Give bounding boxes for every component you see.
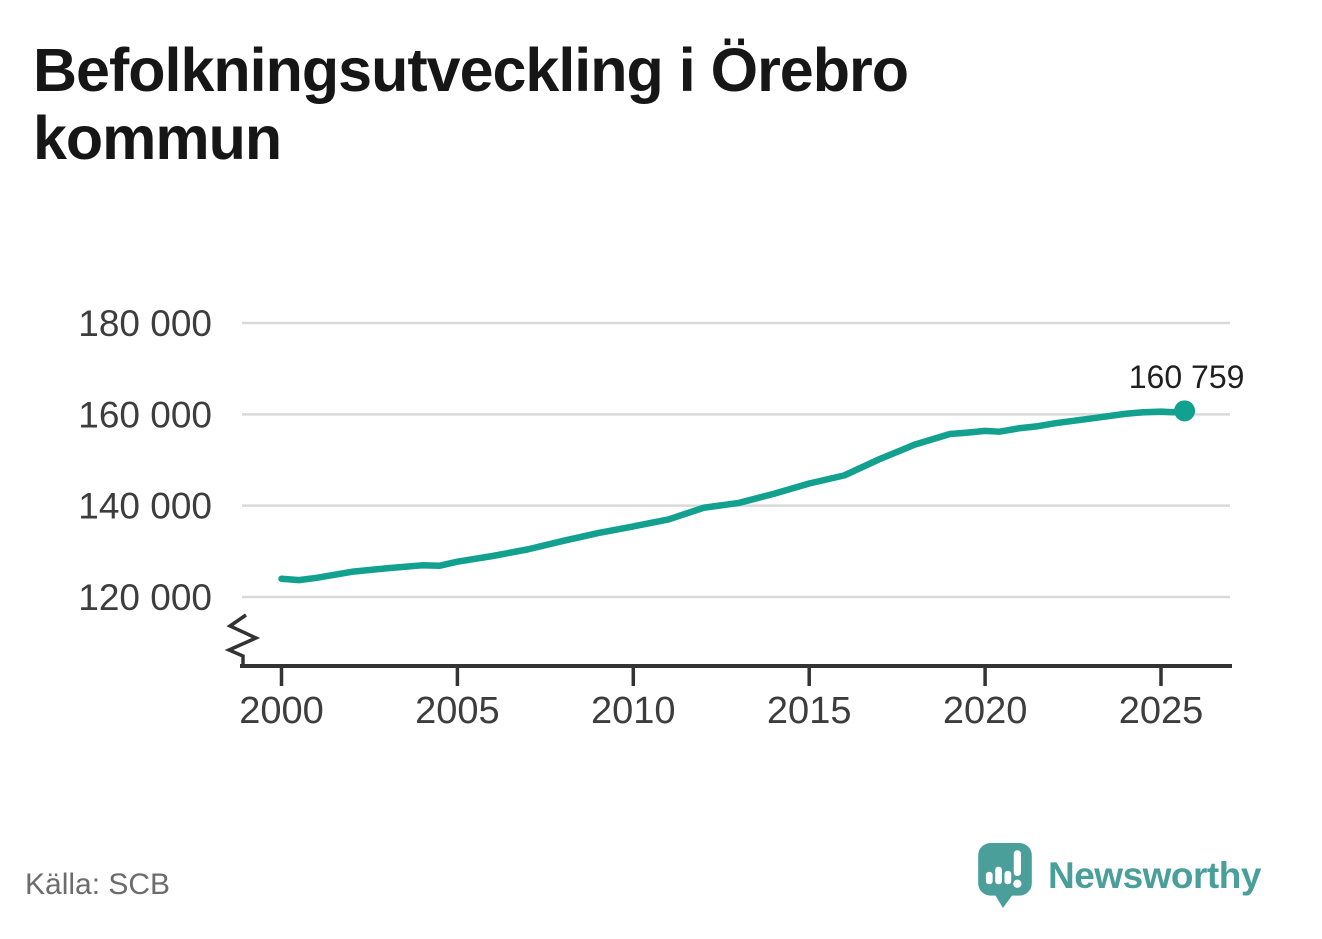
source-label: Källa: SCB xyxy=(25,868,171,901)
x-tick-label: 2020 xyxy=(943,690,1028,732)
newsworthy-logo-icon xyxy=(978,843,1032,908)
page-title-line-2: kommun xyxy=(33,104,282,173)
x-tick-label: 2000 xyxy=(239,690,324,732)
y-axis-break-icon xyxy=(224,613,261,664)
logo-bar-3 xyxy=(1004,870,1012,885)
x-tick-label: 2010 xyxy=(591,690,676,732)
newsworthy-logo: Newsworthy xyxy=(978,843,1261,909)
series-end-value-label: 160 759 xyxy=(1129,359,1245,395)
logo-bar-2 xyxy=(995,866,1002,885)
page-title: Befolkningsutveckling i Örebro kommun xyxy=(33,36,909,173)
x-tick-label: 2005 xyxy=(415,690,500,732)
x-tick-label: 2015 xyxy=(767,690,852,732)
page-title-line-1: Befolkningsutveckling i Örebro xyxy=(33,36,909,104)
series-end-dot xyxy=(1174,400,1196,422)
logo-exclamation-bar xyxy=(1013,850,1021,876)
population-series-line xyxy=(278,407,1188,584)
y-tick-label: 120 000 xyxy=(78,577,212,618)
logo-bar-1 xyxy=(985,871,993,885)
logo-exclamation-dot xyxy=(1013,879,1022,888)
y-tick-label: 160 000 xyxy=(78,394,212,435)
y-tick-label: 140 000 xyxy=(78,486,212,527)
y-tick-label: 180 000 xyxy=(78,303,212,344)
x-tick-label: 2025 xyxy=(1119,690,1204,732)
newsworthy-logo-text: Newsworthy xyxy=(1048,855,1261,896)
